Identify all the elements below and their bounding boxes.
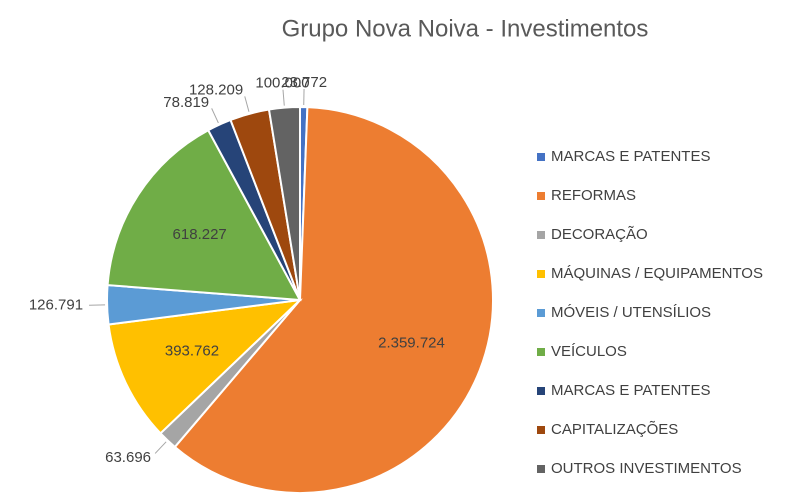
legend-swatch [537,270,545,278]
pie-slice [107,298,303,435]
legend-label: MÁQUINAS / EQUIPAMENTOS [551,265,763,282]
leader-line [282,89,285,106]
data-label: 63.696 [105,449,151,466]
data-label: 100.000 [255,75,309,92]
data-label: 393.762 [165,342,219,359]
data-label: 78.819 [163,94,209,111]
legend-swatch [537,465,545,473]
legend-label: MÓVEIS / UTENSÍLIOS [551,304,711,321]
legend-label: MARCAS E PATENTES [551,382,710,399]
leader-line [211,108,219,124]
legend-swatch [537,426,545,434]
data-label: 2.359.724 [378,334,445,351]
legend-label: REFORMAS [551,187,636,204]
data-label: 128.209 [189,82,243,99]
data-label: 126.791 [29,296,83,313]
leader-line [244,96,250,112]
chart-title: Grupo Nova Noiva - Investimentos [282,15,649,42]
legend-label: VEÍCULOS [551,343,627,360]
legend-label: OUTROS INVESTIMENTOS [551,460,742,477]
legend-swatch [537,348,545,356]
data-label: 618.227 [173,226,227,243]
pie-slice [106,128,302,302]
legend-label: CAPITALIZAÇÕES [551,421,678,438]
legend-swatch [537,387,545,395]
legend-label: MARCAS E PATENTES [551,148,710,165]
pie-slice [173,106,494,494]
pie-slice [267,105,301,301]
leader-line [154,441,167,454]
legend-swatch [537,231,545,239]
legend-swatch [537,153,545,161]
legend-swatch [537,309,545,317]
legend-label: DECORAÇÃO [551,226,648,243]
data-label: 23.772 [281,74,327,91]
legend-swatch [537,192,545,200]
